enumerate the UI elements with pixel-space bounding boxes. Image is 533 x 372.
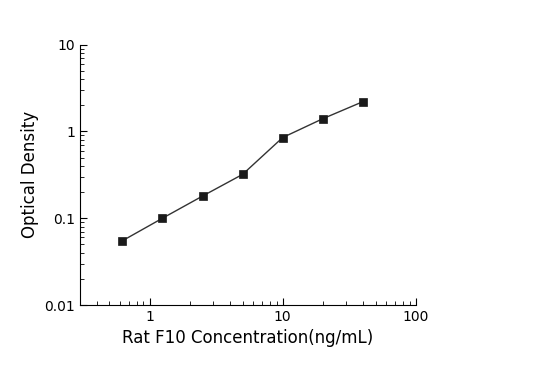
X-axis label: Rat F10 Concentration(ng/mL): Rat F10 Concentration(ng/mL)	[122, 330, 374, 347]
Y-axis label: Optical Density: Optical Density	[21, 111, 39, 238]
